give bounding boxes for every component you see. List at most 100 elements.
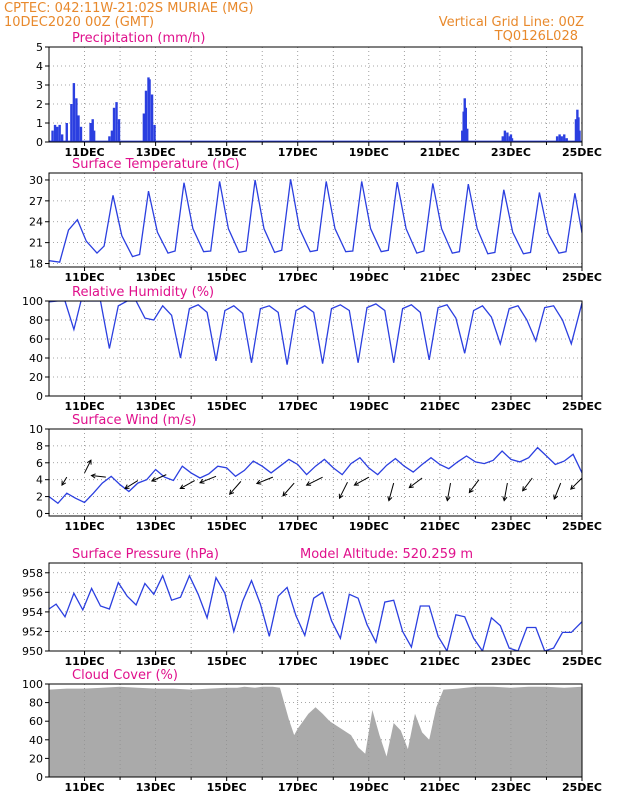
x-tick-label: 19DEC (349, 400, 389, 413)
x-tick-label: 15DEC (207, 271, 247, 284)
x-tick-label: 15DEC (207, 520, 247, 533)
wind-arrow-head (61, 480, 67, 487)
precip-bar (144, 90, 148, 142)
x-tick-label: 25DEC (562, 400, 602, 413)
wind-arrow-shaft (229, 481, 242, 495)
panel-0: 0 1 2 3 4 5 11DEC 13DEC 15DEC 17DEC 19DEC 21DEC 23DE… (36, 31, 602, 159)
precip-bar (510, 138, 514, 142)
precip-bar (506, 132, 509, 142)
panel-frame (48, 562, 583, 652)
x-tick-label: 11DEC (65, 400, 105, 413)
wind-arrow-head (282, 491, 288, 497)
wind-arrow-head (553, 494, 559, 501)
x-tick-label: 25DEC (562, 781, 602, 794)
series-line (49, 446, 582, 505)
wind-arrow (553, 482, 562, 501)
y-tick-label: 958 (22, 567, 43, 580)
precip-bar (466, 128, 469, 142)
x-tick-label: 21DEC (420, 520, 460, 533)
x-tick-label: 17DEC (278, 271, 318, 284)
wind-arrow-shaft (354, 476, 370, 486)
y-tick-label: 20 (29, 371, 43, 384)
wind-arrow-head (468, 487, 474, 494)
precip-bar (77, 115, 80, 142)
x-tick-label: 15DEC (207, 655, 247, 668)
y-tick-label: 8 (36, 440, 43, 453)
precip-bar (501, 136, 504, 142)
series-line (49, 179, 582, 263)
series-line (49, 574, 582, 651)
y-tick-label: 10 (29, 423, 43, 436)
precip-bar (115, 102, 118, 142)
panel-annotation: Model Altitude: 520.259 m (300, 547, 473, 562)
y-tick-label: 100 (22, 678, 43, 691)
wind-arrow-shaft (199, 475, 217, 484)
x-tick-label: 13DEC (136, 146, 176, 159)
wind-arrow-head (179, 484, 185, 490)
precip-bar (555, 136, 559, 142)
x-tick-label: 11DEC (65, 520, 105, 533)
x-tick-label: 25DEC (562, 655, 602, 668)
y-tick-label: 27 (29, 195, 43, 208)
wind-arrow-head (353, 481, 359, 486)
x-tick-label: 11DEC (65, 655, 105, 668)
series-group (49, 446, 582, 505)
x-tick-label: 21DEC (420, 400, 460, 413)
y-tick-label: 952 (22, 625, 43, 638)
wind-arrow-head (124, 484, 130, 490)
precip-bar (55, 126, 59, 142)
panel-frame (48, 300, 583, 397)
precip-bar (117, 119, 121, 142)
wind-arrow-shaft (522, 477, 533, 492)
x-tick-label: 17DEC (278, 400, 318, 413)
panel-frame (48, 683, 583, 778)
precip-bar (51, 130, 54, 142)
precip-bar (558, 134, 561, 142)
x-tick-label: 15DEC (207, 400, 247, 413)
y-tick-label: 24 (29, 216, 43, 229)
x-tick-label: 19DEC (349, 781, 389, 794)
header-location: CPTEC: 042:11W-21:02S MURIAE (MG) (4, 1, 254, 16)
precip-bar (153, 124, 156, 142)
precip-bar (65, 123, 68, 142)
precip-bar (75, 98, 78, 142)
y-tick-label: 60 (29, 715, 43, 728)
panel-title: Precipitation (mm/h) (72, 31, 205, 46)
wind-arrow (468, 479, 480, 494)
wind-arrow-head (502, 496, 508, 502)
panel-4: 950 952 954 956 958 11DEC 13DEC 15DEC 17DEC 19DEC… (22, 547, 602, 668)
wind-arrow (522, 477, 533, 492)
wind-arrow-shaft (553, 482, 562, 500)
x-tick-label: 13DEC (136, 271, 176, 284)
y-tick-label: 2 (36, 491, 43, 504)
wind-arrow-head (408, 483, 414, 489)
y-tick-label: 0 (36, 136, 43, 149)
precip-bar (464, 107, 468, 142)
wind-arrow-shaft (306, 476, 323, 486)
precip-bar (91, 119, 94, 142)
x-tick-label: 23DEC (491, 781, 531, 794)
wind-arrow (84, 459, 92, 474)
y-tick-label: 2 (36, 98, 43, 111)
y-tick-label: 21 (29, 237, 43, 250)
wind-arrow-shaft (339, 481, 348, 499)
x-tick-label: 15DEC (207, 146, 247, 159)
y-tick-label: 1 (36, 117, 43, 130)
wind-arrow (255, 476, 274, 485)
panel-title: Surface Pressure (hPa) (72, 547, 219, 562)
x-tick-label: 17DEC (278, 520, 318, 533)
x-tick-label: 13DEC (136, 520, 176, 533)
y-tick-label: 100 (22, 295, 43, 308)
x-tick-label: 19DEC (349, 655, 389, 668)
panel-title: Relative Humidity (%) (72, 285, 214, 300)
wind-arrow (338, 481, 348, 500)
y-tick-label: 3 (36, 79, 43, 92)
wind-arrow-head (90, 473, 96, 479)
x-tick-label: 17DEC (278, 781, 318, 794)
wind-arrow-shaft (180, 480, 195, 489)
wind-arrow-head (228, 489, 235, 495)
wind-arrow (408, 477, 423, 489)
wind-arrow-shaft (124, 480, 139, 489)
precip-bar (148, 79, 151, 142)
